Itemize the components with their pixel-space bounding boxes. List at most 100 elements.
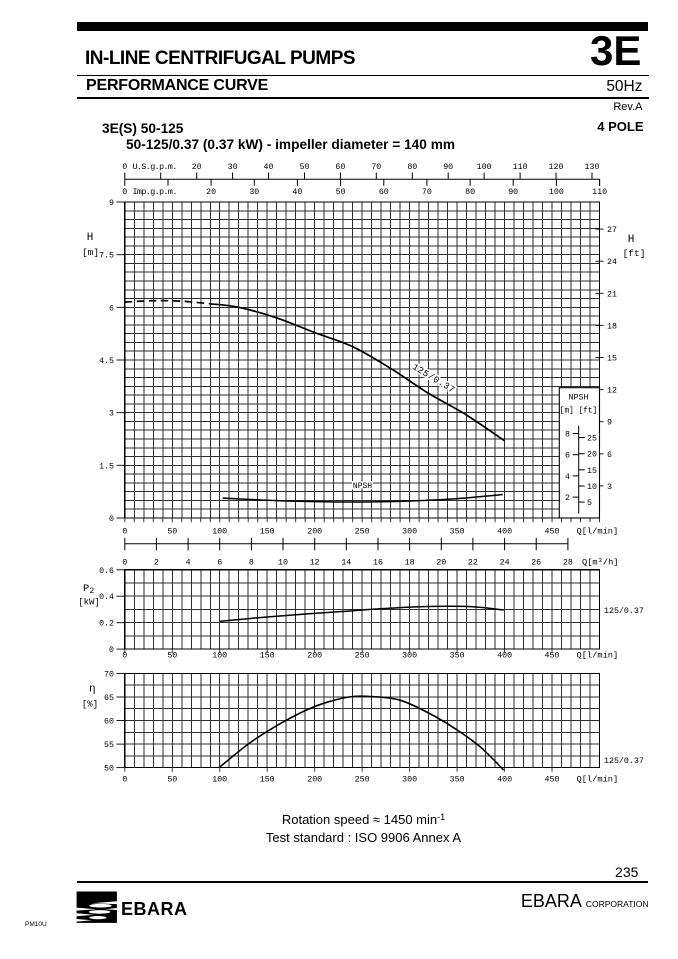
svg-text:150: 150 (260, 776, 275, 785)
svg-text:Q[l/min]: Q[l/min] (577, 775, 619, 785)
svg-text:90: 90 (443, 163, 453, 172)
svg-text:25: 25 (587, 435, 597, 444)
svg-text:Q[m³/h]: Q[m³/h] (582, 558, 619, 568)
svg-text:9: 9 (109, 199, 114, 208)
svg-text:0: 0 (122, 163, 127, 172)
svg-text:125/0.37: 125/0.37 (410, 362, 456, 395)
svg-text:350: 350 (450, 652, 465, 661)
svg-text:10: 10 (278, 559, 288, 568)
svg-text:40: 40 (292, 188, 302, 197)
svg-text:300: 300 (402, 776, 417, 785)
svg-text:70: 70 (371, 163, 381, 172)
svg-text:125/0.37: 125/0.37 (604, 606, 644, 616)
svg-text:20: 20 (587, 451, 597, 460)
svg-text:300: 300 (402, 652, 417, 661)
svg-text:26: 26 (531, 559, 541, 568)
svg-text:90: 90 (508, 188, 518, 197)
svg-text:6: 6 (217, 559, 222, 568)
svg-text:6: 6 (607, 451, 612, 460)
svg-text:110: 110 (592, 188, 607, 197)
svg-text:100: 100 (549, 188, 564, 197)
svg-text:300: 300 (402, 528, 417, 537)
svg-text:250: 250 (355, 652, 370, 661)
svg-text:0.4: 0.4 (99, 593, 114, 602)
svg-text:4: 4 (186, 559, 191, 568)
svg-text:[kW]: [kW] (78, 598, 100, 608)
svg-text:U.S.g.p.m.: U.S.g.p.m. (133, 163, 177, 172)
svg-text:15: 15 (607, 355, 617, 364)
svg-text:0.6: 0.6 (99, 567, 114, 576)
svg-text:4.5: 4.5 (99, 357, 114, 366)
svg-text:2: 2 (154, 559, 159, 568)
svg-text:3: 3 (109, 410, 114, 419)
svg-text:1.5: 1.5 (99, 462, 114, 471)
svg-text:150: 150 (260, 652, 275, 661)
svg-text:16: 16 (373, 559, 383, 568)
svg-text:8: 8 (249, 559, 254, 568)
svg-text:8: 8 (565, 431, 570, 440)
svg-text:18: 18 (607, 322, 617, 331)
svg-text:12: 12 (310, 559, 320, 568)
svg-text:30: 30 (249, 188, 259, 197)
svg-text:14: 14 (341, 559, 351, 568)
svg-text:250: 250 (355, 528, 370, 537)
svg-text:P2: P2 (83, 583, 94, 596)
svg-text:200: 200 (307, 652, 322, 661)
svg-text:6: 6 (565, 452, 570, 461)
svg-text:100: 100 (477, 163, 492, 172)
svg-text:200: 200 (307, 528, 322, 537)
svg-text:28: 28 (563, 559, 573, 568)
svg-text:20: 20 (192, 163, 202, 172)
svg-text:400: 400 (497, 652, 512, 661)
svg-text:NPSH: NPSH (569, 394, 589, 403)
svg-text:250: 250 (355, 776, 370, 785)
svg-text:60: 60 (335, 163, 345, 172)
svg-text:H: H (87, 232, 94, 244)
svg-text:2: 2 (565, 494, 570, 503)
svg-text:80: 80 (465, 188, 475, 197)
svg-text:200: 200 (307, 776, 322, 785)
svg-text:50: 50 (167, 776, 177, 785)
svg-text:60: 60 (379, 188, 389, 197)
svg-text:50: 50 (104, 765, 114, 774)
svg-text:100: 100 (212, 652, 227, 661)
svg-text:70: 70 (104, 670, 114, 679)
svg-text:Q[l/min]: Q[l/min] (577, 651, 619, 661)
svg-text:6: 6 (109, 304, 114, 313)
svg-text:[m]: [m] (82, 247, 99, 258)
svg-text:0: 0 (122, 776, 127, 785)
svg-text:[%]: [%] (82, 700, 98, 710)
svg-text:20: 20 (436, 559, 446, 568)
svg-text:0: 0 (109, 515, 114, 524)
svg-text:15: 15 (587, 467, 597, 476)
svg-text:20: 20 (206, 188, 216, 197)
svg-text:40: 40 (264, 163, 274, 172)
svg-text:0: 0 (122, 528, 127, 537)
svg-text:0: 0 (122, 188, 127, 197)
svg-text:350: 350 (450, 528, 465, 537)
svg-text:Q[l/min]: Q[l/min] (577, 527, 619, 537)
svg-text:Imp.g.p.m.: Imp.g.p.m. (133, 188, 177, 197)
svg-text:125/0.37: 125/0.37 (604, 756, 644, 766)
svg-text:50: 50 (167, 528, 177, 537)
svg-text:[ft]: [ft] (623, 248, 646, 259)
svg-text:0: 0 (122, 652, 127, 661)
svg-text:350: 350 (450, 776, 465, 785)
svg-text:130: 130 (585, 163, 600, 172)
svg-text:18: 18 (405, 559, 415, 568)
svg-text:0: 0 (109, 646, 114, 655)
svg-text:55: 55 (104, 741, 114, 750)
svg-text:[m] [ft]: [m] [ft] (560, 408, 597, 416)
svg-text:10: 10 (587, 483, 597, 492)
svg-text:NPSH: NPSH (353, 482, 372, 491)
svg-text:30: 30 (228, 163, 238, 172)
svg-text:9: 9 (607, 419, 612, 428)
svg-text:70: 70 (422, 188, 432, 197)
svg-text:24: 24 (607, 258, 617, 267)
svg-text:27: 27 (607, 226, 617, 235)
svg-text:80: 80 (407, 163, 417, 172)
svg-text:400: 400 (497, 776, 512, 785)
svg-text:450: 450 (545, 776, 560, 785)
svg-text:65: 65 (104, 694, 114, 703)
svg-text:100: 100 (212, 776, 227, 785)
